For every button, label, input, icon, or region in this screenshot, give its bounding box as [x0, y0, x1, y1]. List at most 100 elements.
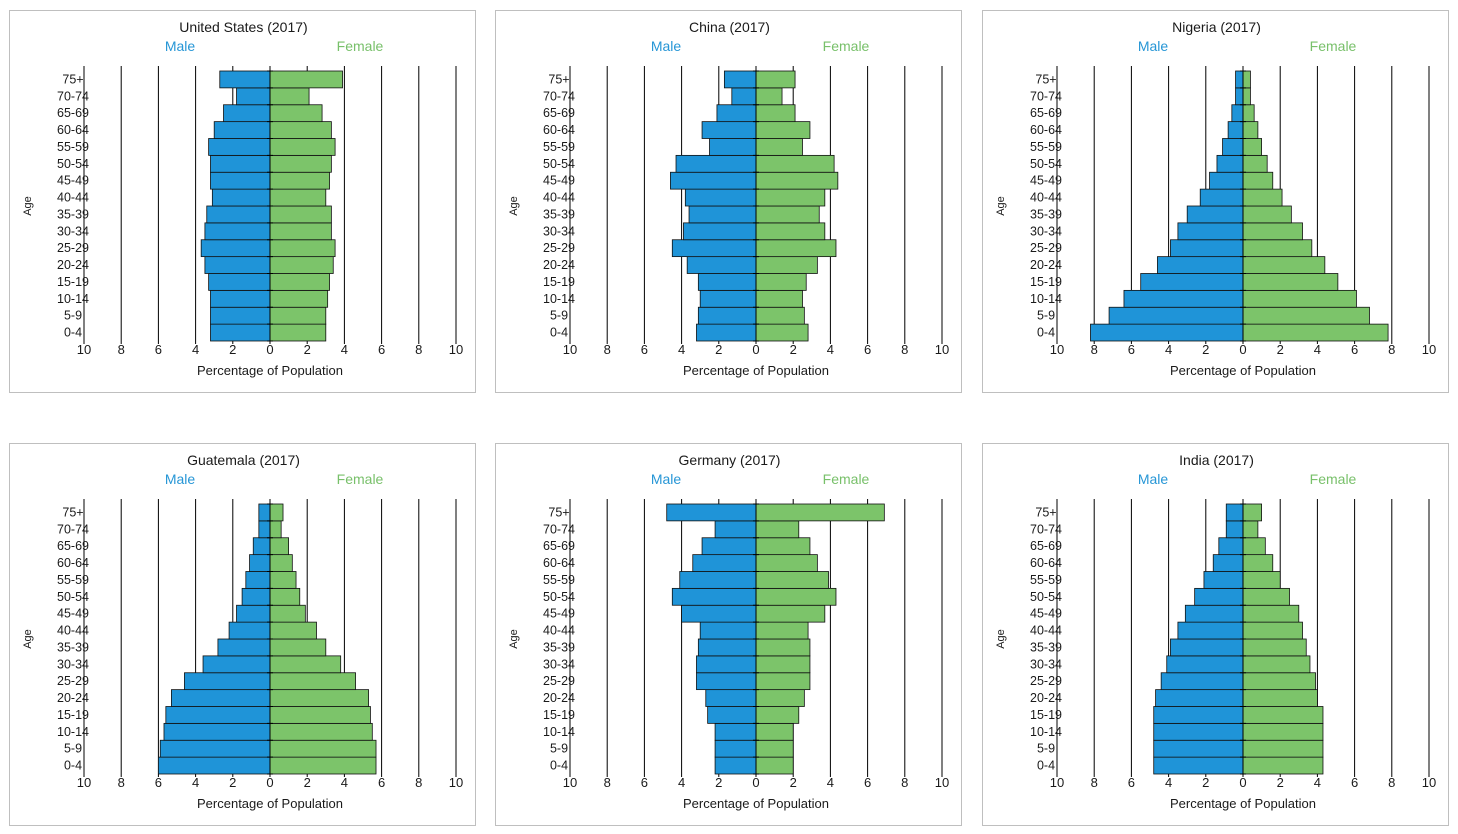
male-label: Male	[165, 471, 196, 487]
male-bar	[696, 672, 757, 691]
x-tick-label: 10	[1422, 342, 1436, 357]
male-bar	[245, 571, 271, 589]
female-bar	[269, 689, 369, 707]
male-bar	[686, 256, 757, 274]
female-label: Female	[337, 471, 384, 487]
pyramid-chart-svg: United States (2017) Male Female 0-4 5-9 10-1…	[22, 19, 463, 378]
x-tick-label: 2	[1202, 342, 1209, 357]
age-tick-label: 60-64	[1030, 123, 1062, 137]
age-tick-label: 10-14	[57, 292, 89, 306]
female-bar	[755, 188, 826, 207]
y-axis-label: Age	[508, 629, 520, 649]
male-bar	[1184, 604, 1244, 623]
x-tick-label: 4	[1165, 775, 1172, 790]
age-tick-label: 5-9	[550, 309, 568, 323]
pyramid-chart-svg: Germany (2017) Male Female 0-4 5-9 10-14 15-19…	[508, 452, 949, 811]
female-bar	[1242, 273, 1339, 291]
male-bar	[671, 587, 757, 606]
male-bar	[157, 756, 271, 775]
female-bar	[269, 273, 330, 291]
age-tick-label: 75+	[548, 72, 569, 86]
male-bar	[1153, 722, 1244, 741]
y-axis-label: Age	[508, 196, 520, 216]
chart-title: China (2017)	[689, 19, 770, 35]
age-tick-label: 75+	[548, 505, 569, 519]
male-bar	[1212, 554, 1244, 572]
male-bar	[210, 323, 271, 342]
x-tick-label: 8	[1091, 775, 1098, 790]
male-bar	[1177, 222, 1244, 241]
x-tick-label: 10	[1050, 342, 1064, 357]
x-tick-label: 8	[415, 342, 422, 357]
female-bar	[755, 587, 837, 606]
male-bar	[1155, 689, 1244, 707]
x-tick-label: 4	[341, 342, 348, 357]
x-tick-label: 6	[155, 775, 162, 790]
x-axis-label: Percentage of Population	[197, 796, 343, 811]
female-bar	[269, 604, 306, 623]
male-label: Male	[1138, 38, 1169, 54]
age-tick-label: 30-34	[57, 224, 89, 238]
x-tick-label: 10	[935, 775, 949, 790]
male-bar	[204, 256, 271, 274]
age-tick-label: 45-49	[1030, 607, 1062, 621]
male-bar	[714, 722, 757, 741]
chart-title: United States (2017)	[179, 19, 307, 35]
female-bar	[1242, 323, 1389, 342]
female-bar	[755, 739, 794, 758]
female-bar	[1242, 104, 1255, 123]
age-tick-label: 50-54	[543, 590, 575, 604]
age-tick-label: 60-64	[543, 556, 575, 570]
female-bar	[1242, 621, 1303, 640]
male-bar	[1222, 138, 1244, 156]
male-bar	[219, 70, 271, 89]
female-bar	[1242, 571, 1281, 589]
x-tick-label: 8	[118, 342, 125, 357]
female-bar	[1242, 756, 1324, 775]
female-bar	[1242, 171, 1274, 190]
female-bar	[269, 289, 329, 308]
age-tick-label: 55-59	[1030, 140, 1062, 154]
x-tick-label: 2	[229, 342, 236, 357]
male-bar	[1123, 289, 1244, 308]
female-bar	[755, 121, 811, 139]
male-label: Male	[165, 38, 196, 54]
age-tick-label: 60-64	[57, 556, 89, 570]
age-tick-label: 75+	[1035, 72, 1056, 86]
female-bar	[269, 722, 373, 741]
x-tick-label: 2	[304, 342, 311, 357]
x-tick-label: 2	[715, 342, 722, 357]
female-bar	[269, 756, 377, 775]
age-tick-label: 5-9	[1037, 309, 1055, 323]
female-bar	[269, 672, 356, 691]
male-bar	[671, 239, 757, 258]
x-tick-label: 8	[1388, 342, 1395, 357]
x-tick-label: 10	[1050, 775, 1064, 790]
age-tick-label: 65-69	[1030, 106, 1062, 120]
male-label: Male	[1138, 471, 1169, 487]
female-bar	[755, 87, 783, 106]
age-tick-label: 0-4	[1037, 326, 1055, 340]
female-label: Female	[823, 471, 870, 487]
female-label: Female	[1310, 38, 1357, 54]
female-bar	[755, 756, 794, 775]
age-tick-label: 55-59	[543, 573, 575, 587]
male-bar	[159, 739, 271, 758]
male-bar	[1203, 571, 1244, 589]
chart-title: India (2017)	[1179, 452, 1254, 468]
male-bar	[211, 188, 271, 207]
male-bar	[701, 121, 757, 139]
x-tick-label: 8	[1091, 342, 1098, 357]
x-tick-label: 8	[1388, 775, 1395, 790]
age-tick-label: 0-4	[550, 759, 568, 773]
female-bar	[1242, 87, 1251, 106]
chart-title: Nigeria (2017)	[1172, 19, 1261, 35]
x-tick-label: 6	[1351, 342, 1358, 357]
age-tick-label: 65-69	[57, 539, 89, 553]
pyramid-chart-svg: China (2017)Male Female0-45-910-1415-1920…	[508, 19, 949, 378]
male-bar	[165, 706, 271, 724]
female-bar	[755, 205, 820, 224]
x-tick-label: 6	[864, 775, 871, 790]
male-bar	[707, 706, 757, 724]
